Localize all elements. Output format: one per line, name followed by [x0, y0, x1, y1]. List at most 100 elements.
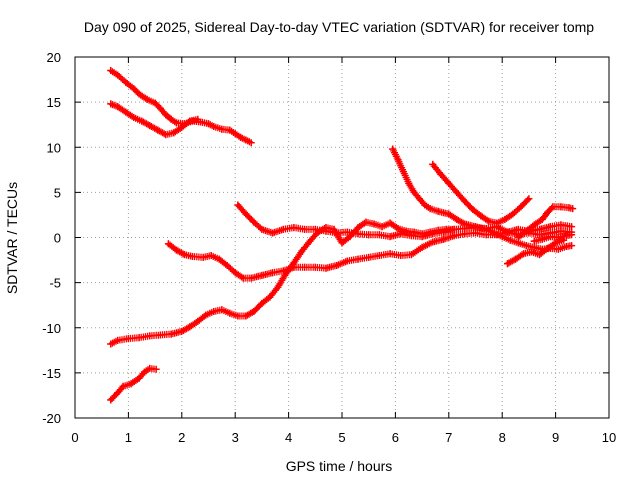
- data-point: [557, 203, 565, 211]
- data-point: [186, 117, 194, 125]
- data-point: [146, 364, 154, 372]
- data-point: [127, 380, 135, 388]
- data-point: [544, 208, 552, 216]
- data-point: [426, 205, 434, 213]
- data-point: [445, 179, 453, 187]
- data-point: [210, 122, 218, 130]
- data-point: [290, 224, 298, 232]
- data-point: [394, 224, 402, 232]
- data-point: [162, 111, 170, 119]
- data-point: [568, 223, 576, 231]
- data-point: [569, 205, 577, 213]
- data-point: [546, 233, 554, 241]
- data-point: [199, 253, 207, 261]
- data-point: [405, 179, 413, 187]
- data-point: [461, 220, 469, 228]
- data-point: [107, 396, 115, 404]
- data-point: [172, 119, 180, 127]
- data-point: [525, 195, 533, 203]
- data-point: [557, 221, 565, 229]
- data-point: [178, 327, 186, 335]
- data-point: [156, 331, 164, 339]
- data-point: [530, 221, 538, 229]
- axis-ticks: 0 1 2 3 4 5 6 7 8 9 10 -20 -15 -10 -5 0 5 10 15 20: [42, 50, 616, 445]
- data-point: [354, 255, 362, 263]
- y-tick-label: 20: [47, 50, 61, 65]
- data-point: [389, 145, 397, 153]
- data-point: [450, 225, 458, 233]
- y-tick-label: -15: [42, 366, 61, 381]
- data-point: [237, 133, 245, 141]
- data-point: [421, 201, 429, 209]
- data-point: [461, 197, 469, 205]
- data-point: [354, 224, 362, 232]
- data-point: [122, 108, 130, 116]
- y-tick-label: 5: [54, 185, 61, 200]
- data-point: [394, 156, 402, 164]
- data-point: [330, 225, 338, 233]
- data-point: [442, 225, 450, 233]
- data-point: [375, 252, 383, 260]
- data-point: [504, 228, 512, 236]
- data-point: [482, 225, 490, 233]
- data-point: [514, 225, 522, 233]
- x-tick-label: 8: [499, 430, 506, 445]
- data-point: [178, 123, 186, 131]
- data-point: [119, 382, 127, 390]
- data-point: [194, 317, 202, 325]
- data-point: [301, 225, 309, 233]
- data-point: [538, 215, 546, 223]
- data-point: [514, 234, 522, 241]
- data-point: [223, 261, 231, 269]
- y-tick-label: -10: [42, 321, 61, 336]
- data-point: [399, 168, 407, 176]
- data-point: [180, 251, 188, 259]
- data-point: [122, 78, 130, 86]
- data-point: [279, 225, 287, 233]
- data-point: [407, 251, 415, 259]
- data-point: [107, 67, 115, 75]
- data-point: [506, 236, 514, 244]
- data-point: [250, 218, 258, 226]
- data-point: [311, 263, 319, 271]
- data-point: [560, 236, 568, 244]
- y-tick-label: 15: [47, 95, 61, 110]
- y-tick-label: -20: [42, 411, 61, 426]
- data-point: [258, 299, 266, 307]
- data-point: [135, 334, 143, 342]
- data-point: [314, 228, 322, 236]
- data-point: [402, 227, 410, 235]
- data-point: [562, 232, 570, 240]
- data-point: [370, 220, 378, 228]
- data-point: [528, 248, 536, 256]
- data-point: [453, 188, 461, 196]
- data-point: [167, 115, 175, 123]
- data-point: [469, 206, 477, 214]
- data-point: [210, 308, 218, 316]
- data-point: [130, 113, 138, 121]
- x-tick-label: 7: [445, 430, 452, 445]
- data-point: [130, 85, 138, 93]
- data-point: [152, 365, 160, 373]
- data-point: [242, 210, 250, 218]
- data-series: [107, 67, 577, 404]
- data-point: [501, 215, 509, 223]
- data-point: [538, 235, 546, 243]
- x-tick-label: 4: [285, 430, 292, 445]
- data-point: [386, 233, 394, 241]
- y-axis-label: SDTVAR / TECUs: [4, 182, 20, 294]
- data-point: [322, 224, 330, 232]
- x-axis-label: GPS time / hours: [286, 458, 393, 474]
- data-point: [114, 336, 122, 344]
- data-point: [562, 243, 570, 251]
- x-tick-label: 2: [178, 430, 185, 445]
- x-tick-label: 9: [552, 430, 559, 445]
- series-1: [107, 67, 255, 147]
- series-8: [429, 160, 533, 227]
- data-point: [386, 250, 394, 258]
- data-point: [194, 115, 202, 123]
- data-point: [554, 245, 562, 253]
- data-point: [504, 260, 512, 268]
- data-point: [552, 239, 560, 247]
- x-tick-label: 3: [232, 430, 239, 445]
